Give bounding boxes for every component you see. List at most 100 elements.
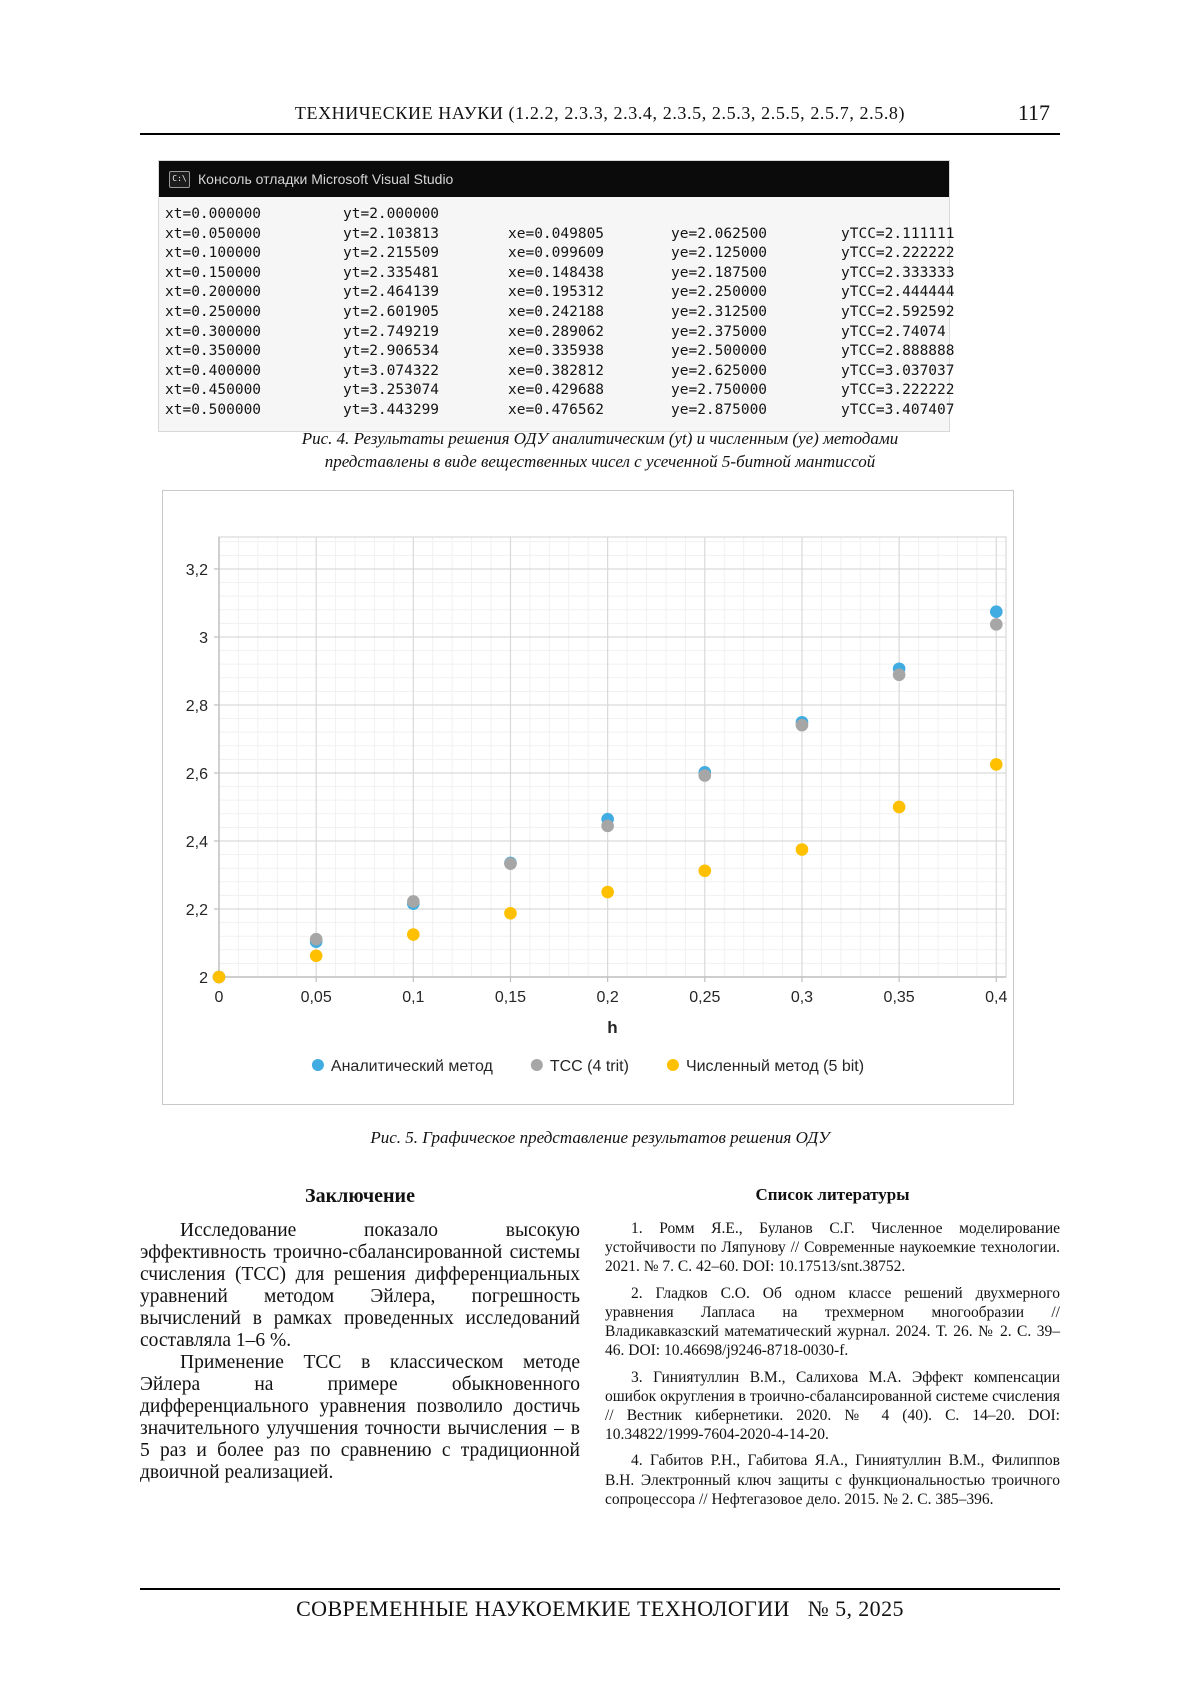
console-titlebar: C:\ Консоль отладки Microsoft Visual Stu… bbox=[159, 161, 949, 197]
figure-5-caption-text: Рис. 5. Графическое представление резуль… bbox=[370, 1128, 830, 1147]
console-row: xt=0.150000 yt=2.335481 xe=0.148438 ye=2.18… bbox=[165, 264, 955, 284]
legend-marker bbox=[666, 1059, 679, 1071]
console-cell: ye=2.312500 bbox=[671, 303, 768, 320]
console-row: xt=0.250000 yt=2.601905 xe=0.242188 ye=2.31… bbox=[165, 303, 955, 323]
figure-4-caption-line1: Рис. 4. Результаты решения ОДУ аналитиче… bbox=[301, 429, 899, 448]
console-row: xt=0.300000 yt=2.749219 xe=0.289062 ye=2.37… bbox=[165, 323, 949, 343]
console-cell: xt=0.300000 bbox=[165, 323, 262, 340]
console-cell: yt=2.335481 bbox=[343, 264, 440, 281]
console-cell: ye=2.625000 bbox=[671, 362, 768, 379]
x-tick-label: 0,3 bbox=[791, 989, 813, 1006]
console-cell: xe=0.195312 bbox=[508, 284, 605, 301]
console-cell bbox=[841, 205, 949, 225]
reference-item: 1. Ромм Я.Е., Буланов С.Г. Численное мод… bbox=[605, 1220, 1060, 1276]
data-point bbox=[892, 800, 906, 814]
y-tick-label: 2,2 bbox=[186, 902, 208, 919]
console-cell: yTCC=2.888888 bbox=[841, 343, 955, 360]
console-cell: xt=0.350000 bbox=[165, 343, 262, 360]
data-point bbox=[698, 769, 712, 782]
console-cell: xt=0.250000 bbox=[165, 303, 262, 320]
console-cell: xe=0.335938 bbox=[508, 343, 605, 360]
x-tick-label: 0,25 bbox=[689, 989, 720, 1006]
console-row: xt=0.000000 yt=2.000000 bbox=[165, 205, 949, 225]
console-cell: xe=0.382812 bbox=[508, 362, 605, 379]
console-cell: xt=0.400000 bbox=[165, 362, 262, 379]
console-cell: xe=0.148438 bbox=[508, 264, 605, 281]
legend-label: Численный метод (5 bit) bbox=[686, 1058, 864, 1075]
figure-5-caption: Рис. 5. Графическое представление резуль… bbox=[140, 1127, 1060, 1150]
data-point bbox=[989, 758, 1003, 771]
console-cell: yTCC=2.111111 bbox=[841, 225, 955, 242]
data-point bbox=[309, 949, 323, 963]
x-tick-label: 0,15 bbox=[495, 989, 526, 1006]
console-cell: xt=0.150000 bbox=[165, 264, 262, 281]
y-tick-label: 2,8 bbox=[186, 698, 208, 715]
console-row: xt=0.050000 yt=2.103813 xe=0.049805 ye=2.06… bbox=[165, 225, 955, 245]
x-axis-title: h bbox=[607, 1018, 617, 1037]
data-point bbox=[309, 932, 323, 946]
reference-list: 1. Ромм Я.Е., Буланов С.Г. Численное мод… bbox=[605, 1219, 1060, 1509]
console-cell: ye=2.250000 bbox=[671, 284, 768, 301]
body-columns: Заключение Исследование показало высокую… bbox=[140, 1185, 1060, 1516]
console-cell: xt=0.000000 bbox=[165, 206, 262, 222]
console-cell: xe=0.049805 bbox=[508, 225, 605, 242]
figure-5-chart: 0 0,05 0,1 0,15 0,2 0,25 0,3 0,35 0,4 2 2,2 2,4 2,6 2… bbox=[162, 490, 1014, 1105]
conclusion-text: Исследование показало высокую эффективно… bbox=[140, 1220, 580, 1484]
references-heading: Список литературы bbox=[755, 1185, 910, 1204]
data-point bbox=[989, 618, 1003, 631]
data-point bbox=[407, 928, 420, 941]
console-cell: yt=2.464139 bbox=[343, 284, 440, 301]
conclusion-paragraph: Применение ТСС в классическом методе Эйл… bbox=[140, 1352, 580, 1484]
data-point bbox=[601, 819, 614, 833]
page-header: ТЕХНИЧЕСКИЕ НАУКИ (1.2.2, 2.3.3, 2.3.4, … bbox=[140, 100, 1060, 129]
console-cell: yt=3.253074 bbox=[343, 382, 440, 399]
console-cell: xt=0.100000 bbox=[165, 245, 262, 262]
console-cell: ye=2.750000 bbox=[671, 382, 768, 399]
console-cell: ye=2.875000 bbox=[671, 401, 768, 418]
figure-4-console-screenshot: C:\ Консоль отладки Microsoft Visual Stu… bbox=[158, 160, 955, 432]
data-point bbox=[892, 668, 906, 682]
y-tick-label: 2 bbox=[199, 970, 208, 987]
console-window-icon: C:\ bbox=[169, 170, 190, 188]
chart-legend: Аналитический метод ТСС (4 trit) Численный… bbox=[311, 1058, 864, 1075]
references-section: Список литературы 1. Ромм Я.Е., Буланов … bbox=[605, 1185, 1060, 1516]
console-cell: yTCC=3.407407 bbox=[841, 401, 955, 418]
console-cell: xt=0.200000 bbox=[165, 284, 262, 301]
console-row: xt=0.400000 yt=3.074322 xe=0.382812 ye=2.62… bbox=[165, 362, 955, 382]
x-tick-label: 0,1 bbox=[402, 989, 424, 1006]
reference-item: 4. Габитов Р.Н., Габитова Я.А., Гиниятул… bbox=[605, 1452, 1060, 1508]
x-tick-label: 0 bbox=[215, 989, 224, 1006]
footer-issue: № 5, 2025 bbox=[807, 1596, 904, 1621]
data-point bbox=[212, 970, 226, 984]
reference-item: 3. Гиниятуллин В.М., Салихова М.А. Эффек… bbox=[605, 1368, 1060, 1444]
console-cell: yt=3.443299 bbox=[343, 401, 440, 418]
console-cell: ye=2.125000 bbox=[671, 245, 768, 262]
header-rule bbox=[140, 133, 1060, 135]
data-point bbox=[698, 864, 712, 878]
data-point bbox=[795, 843, 809, 856]
console-cell: yt=2.749219 bbox=[343, 323, 440, 340]
console-cell: yTCC=2.74074 bbox=[841, 323, 946, 340]
console-cell: ye=2.062500 bbox=[671, 225, 768, 242]
data-point bbox=[601, 885, 614, 899]
legend-label: ТСС (4 trit) bbox=[550, 1058, 629, 1075]
console-cell: yt=2.103813 bbox=[343, 225, 440, 242]
console-cell: ye=2.500000 bbox=[671, 343, 768, 360]
console-cell: yTCC=3.037037 bbox=[841, 362, 955, 379]
ode-results-scatter-chart: 0 0,05 0,1 0,15 0,2 0,25 0,3 0,35 0,4 2 2,2 2,4 2,6 2… bbox=[186, 536, 1008, 1075]
y-tick-label: 2,4 bbox=[186, 834, 208, 851]
console-cell: yTCC=2.444444 bbox=[841, 284, 955, 301]
legend-marker bbox=[530, 1059, 543, 1071]
conclusion-heading: Заключение bbox=[305, 1185, 415, 1207]
legend-label: Аналитический метод bbox=[331, 1058, 494, 1075]
y-tick-label: 3,2 bbox=[186, 562, 208, 579]
console-cell: yt=3.074322 bbox=[343, 362, 440, 379]
console-cell: yt=2.215509 bbox=[343, 245, 440, 262]
conclusion-section: Заключение Исследование показало высокую… bbox=[140, 1185, 580, 1516]
console-cell: ye=2.187500 bbox=[671, 264, 768, 281]
x-tick-label: 0,2 bbox=[597, 989, 619, 1006]
data-point bbox=[795, 718, 809, 732]
console-cell: xe=0.242188 bbox=[508, 303, 605, 320]
data-point bbox=[989, 605, 1003, 618]
legend-marker bbox=[311, 1059, 324, 1071]
